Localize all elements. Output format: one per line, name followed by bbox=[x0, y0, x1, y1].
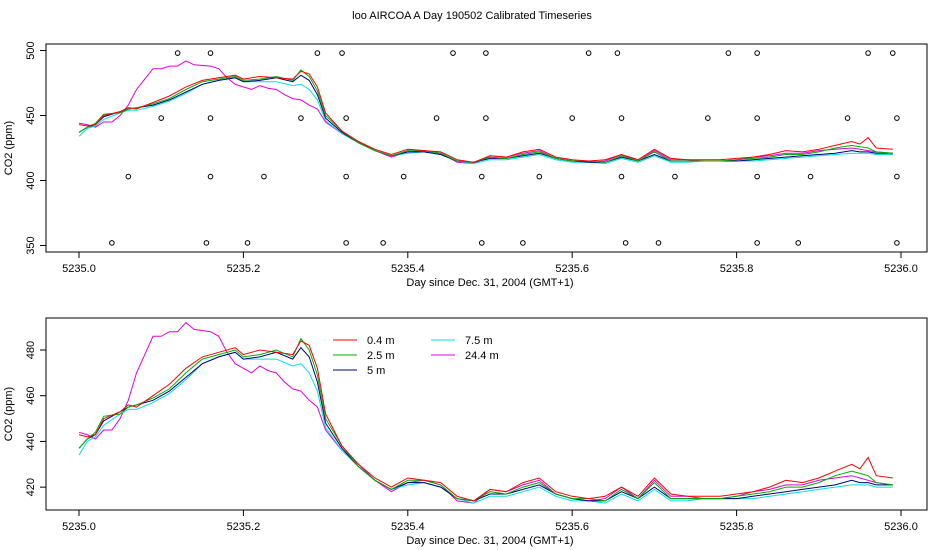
reference-marker bbox=[569, 115, 576, 121]
chart-panel-top: 5235.0 5235.2 5235.4 5235.6 5235.8 5236.0 350 4… bbox=[3, 41, 928, 289]
reference-marker bbox=[754, 115, 760, 121]
reference-marker bbox=[618, 115, 625, 121]
reference-marker bbox=[754, 50, 760, 56]
reference-marker bbox=[174, 50, 181, 56]
reference-marker bbox=[450, 50, 456, 56]
x-tick-label: 5235.2 bbox=[227, 521, 261, 533]
series-line-1 bbox=[78, 340, 893, 502]
legend-label: 5 m bbox=[367, 365, 385, 377]
legend-label: 7.5 m bbox=[465, 335, 493, 347]
reference-marker bbox=[314, 50, 321, 56]
y-tick-label: 460 bbox=[25, 387, 37, 405]
reference-marker bbox=[125, 173, 132, 180]
series-line-2 bbox=[78, 69, 893, 163]
x-tick-label: 5235.2 bbox=[227, 263, 261, 275]
y-tick-label: 480 bbox=[25, 341, 37, 359]
y-tick-label: 440 bbox=[25, 432, 37, 450]
reference-marker bbox=[622, 240, 629, 246]
series-line-1 bbox=[78, 70, 893, 163]
x-tick-label: 5235.6 bbox=[555, 263, 589, 275]
x-axis-label: Day since Dec. 31, 2004 (GMT+1) bbox=[406, 535, 573, 547]
x-tick-label: 5236.0 bbox=[884, 521, 918, 533]
chart-legend: 0.4 m 2.5 m 5 m 7.5 m 24.4 m bbox=[333, 335, 499, 377]
reference-marker bbox=[207, 173, 214, 180]
y-tick-label: 450 bbox=[25, 106, 37, 124]
x-tick-label: 5235.4 bbox=[391, 521, 425, 533]
reference-marker bbox=[889, 50, 896, 56]
reference-marker bbox=[478, 240, 485, 246]
plot-frame bbox=[45, 317, 928, 511]
figure-title: loo AIRCOA A Day 190502 Calibrated Times… bbox=[352, 10, 592, 22]
y-axis-label: CO2 (ppm) bbox=[3, 121, 15, 175]
x-tick-label: 5235.8 bbox=[720, 263, 754, 275]
reference-marker bbox=[618, 173, 625, 180]
reference-marker bbox=[795, 240, 802, 246]
plot-frame bbox=[45, 43, 928, 253]
reference-marker bbox=[536, 173, 543, 180]
legend-label: 2.5 m bbox=[367, 350, 395, 362]
reference-marker bbox=[655, 240, 662, 246]
reference-marker bbox=[672, 173, 678, 180]
reference-marker bbox=[614, 50, 621, 56]
y-axis-label: CO2 (ppm) bbox=[3, 387, 15, 441]
reference-marker bbox=[725, 50, 732, 56]
reference-marker bbox=[343, 173, 349, 180]
reference-marker bbox=[207, 50, 214, 56]
reference-marker bbox=[109, 240, 115, 246]
reference-marker bbox=[894, 173, 900, 180]
reference-marker bbox=[478, 173, 485, 180]
series-line-3 bbox=[78, 74, 893, 163]
reference-marker bbox=[585, 50, 592, 56]
series-line-5 bbox=[78, 60, 893, 165]
reference-marker bbox=[483, 50, 489, 56]
reference-marker bbox=[343, 240, 349, 246]
legend-label: 0.4 m bbox=[367, 335, 395, 347]
x-tick-label: 5236.0 bbox=[884, 263, 918, 275]
series-line-2 bbox=[78, 337, 893, 502]
reference-marker bbox=[158, 115, 164, 121]
reference-marker bbox=[433, 115, 440, 121]
reference-marker bbox=[894, 240, 900, 246]
y-tick-label: 500 bbox=[25, 41, 37, 59]
reference-marker bbox=[339, 50, 345, 56]
x-tick-label: 5235.0 bbox=[62, 263, 96, 275]
y-tick-label: 350 bbox=[25, 236, 37, 254]
reference-marker bbox=[705, 115, 711, 121]
reference-marker bbox=[207, 115, 214, 121]
x-tick-label: 5235.6 bbox=[555, 521, 589, 533]
reference-marker bbox=[261, 173, 267, 180]
reference-marker bbox=[298, 115, 304, 121]
x-axis-label: Day since Dec. 31, 2004 (GMT+1) bbox=[406, 277, 573, 289]
reference-marker bbox=[343, 115, 349, 121]
reference-marker bbox=[807, 173, 814, 180]
legend-label: 24.4 m bbox=[465, 350, 499, 362]
reference-marker bbox=[203, 240, 210, 246]
reference-marker bbox=[754, 240, 760, 246]
series-line-4 bbox=[78, 351, 893, 504]
x-tick-label: 5235.8 bbox=[720, 521, 754, 533]
y-tick-label: 420 bbox=[25, 478, 37, 496]
reference-marker bbox=[380, 240, 386, 246]
reference-marker bbox=[754, 173, 760, 180]
y-tick-label: 400 bbox=[25, 171, 37, 189]
x-tick-label: 5235.4 bbox=[391, 263, 425, 275]
reference-marker bbox=[483, 115, 489, 121]
reference-marker bbox=[865, 50, 871, 56]
reference-marker bbox=[244, 240, 251, 246]
chart-panel-bottom: 5235.0 5235.2 5235.4 5235.6 5235.8 5236.0 420 4… bbox=[3, 317, 928, 547]
reference-marker bbox=[520, 240, 526, 246]
reference-marker bbox=[844, 115, 851, 121]
reference-marker bbox=[894, 115, 900, 121]
series-line-3 bbox=[78, 346, 893, 502]
reference-marker bbox=[400, 173, 407, 180]
x-tick-label: 5235.0 bbox=[62, 521, 96, 533]
